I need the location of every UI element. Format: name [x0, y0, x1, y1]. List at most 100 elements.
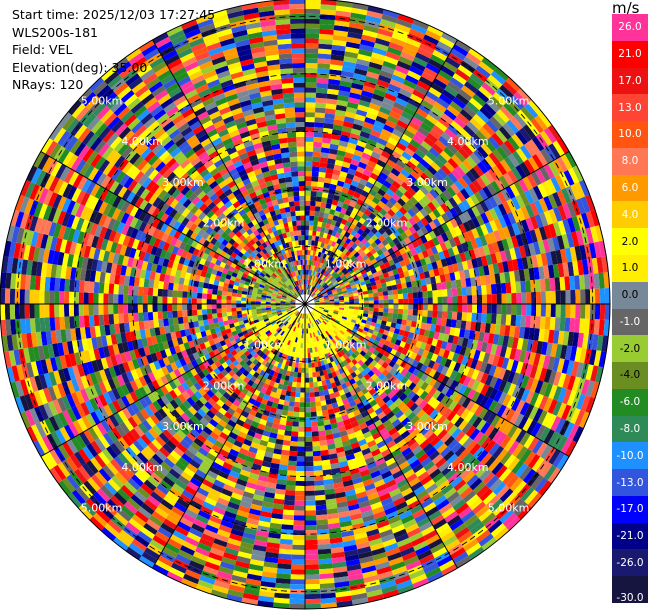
range-gate [341, 286, 347, 290]
range-gate [439, 93, 453, 105]
range-gate [351, 274, 358, 280]
range-gate [308, 284, 311, 290]
range-gate [491, 304, 497, 314]
range-gate [317, 176, 325, 183]
range-gate [291, 549, 305, 555]
range-gate [343, 262, 349, 268]
range-gate [305, 431, 312, 437]
range-gate [325, 108, 336, 115]
range-gate [455, 93, 470, 106]
range-gate [426, 178, 437, 189]
range-gate [339, 273, 345, 278]
range-gate [537, 183, 548, 198]
range-gate [382, 180, 392, 189]
range-gate [305, 190, 311, 196]
range-gate [322, 276, 327, 282]
range-gate [298, 421, 305, 427]
range-gate [349, 163, 358, 171]
range-gate [377, 137, 388, 147]
range-gate [418, 76, 433, 87]
range-gate [291, 386, 297, 393]
range-gate [368, 61, 383, 71]
range-gate [316, 73, 330, 79]
range-gate [383, 124, 395, 134]
range-gate [403, 304, 409, 310]
range-gate [305, 387, 310, 393]
range-gate [337, 263, 344, 270]
range-gate [321, 282, 326, 287]
range-gate [507, 136, 520, 151]
range-gate [393, 304, 399, 309]
range-gate [305, 559, 319, 565]
range-gate [290, 584, 305, 590]
range-gate [314, 271, 318, 277]
range-gate [397, 313, 403, 320]
range-gate [412, 19, 430, 30]
range-gate [468, 182, 479, 195]
range-gate [319, 231, 325, 238]
range-gate [496, 190, 507, 204]
range-gate [392, 213, 401, 222]
range-gate [350, 263, 357, 270]
range-gate [311, 260, 315, 266]
range-gate [432, 49, 448, 62]
range-gate [459, 252, 467, 262]
range-gate [347, 31, 363, 40]
range-gate [470, 238, 479, 250]
range-gate [490, 180, 501, 194]
range-gate [377, 188, 386, 197]
range-gate [333, 296, 339, 300]
range-gate [410, 93, 424, 104]
range-gate [351, 242, 358, 250]
range-gate [492, 193, 503, 206]
range-gate [329, 251, 335, 258]
range-gate [314, 240, 319, 247]
range-gate [371, 208, 380, 217]
range-gate [327, 250, 332, 256]
range-gate [322, 264, 328, 270]
range-gate [305, 3, 321, 10]
range-gate [341, 260, 347, 266]
range-gate [384, 243, 392, 251]
range-gate [316, 284, 321, 289]
range-gate [527, 156, 540, 172]
range-gate [412, 214, 421, 223]
range-gate [335, 276, 341, 281]
range-gate [383, 272, 390, 279]
range-gate [312, 230, 317, 236]
range-gate [332, 252, 338, 259]
range-gate [452, 304, 458, 312]
range-gate [528, 242, 536, 256]
range-gate [490, 313, 497, 325]
range-gate [456, 132, 469, 144]
range-gate [305, 141, 314, 147]
range-gate [305, 200, 311, 206]
range-gate [359, 178, 368, 186]
range-gate [329, 297, 335, 301]
range-gate [462, 232, 471, 243]
range-gate [393, 163, 404, 173]
range-gate [289, 450, 298, 457]
range-gate [562, 218, 572, 234]
range-gate [373, 216, 381, 224]
range-gate [281, 444, 291, 451]
range-gate [422, 154, 434, 166]
range-gate [305, 534, 318, 541]
range-gate [406, 281, 412, 288]
range-gate [448, 238, 457, 248]
range-gate [359, 44, 374, 53]
range-gate [537, 240, 546, 254]
range-gate [415, 211, 425, 221]
range-gate [313, 470, 323, 476]
range-gate [357, 235, 365, 242]
range-gate [305, 146, 314, 152]
range-gate [390, 279, 397, 286]
range-gate [438, 251, 446, 260]
range-gate [425, 151, 437, 162]
range-gate [526, 173, 538, 188]
range-gate [398, 298, 404, 304]
range-gate [511, 196, 521, 210]
range-gate [289, 598, 305, 605]
range-gate [315, 231, 321, 237]
range-gate [370, 98, 383, 107]
